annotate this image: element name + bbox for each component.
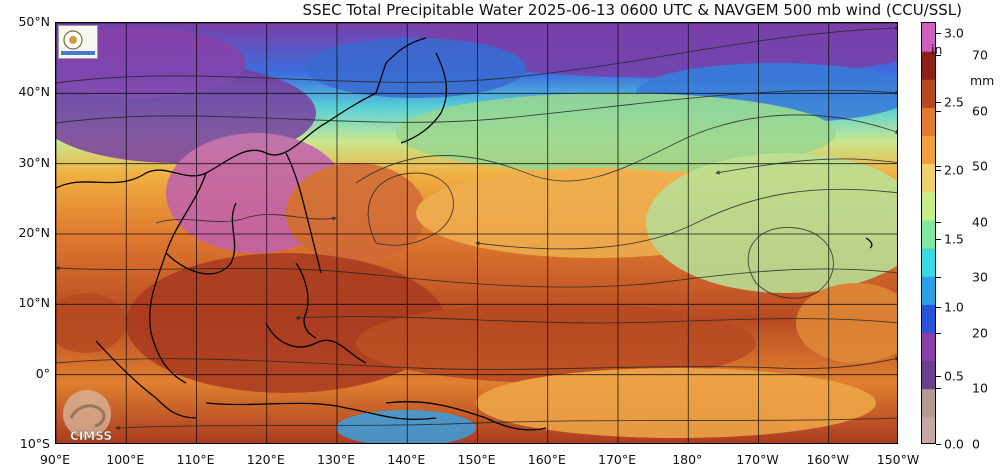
colorbar-inch-label: 2.0 [944,162,964,178]
ssec-logo [58,25,98,59]
colorbar-mm-tick [936,110,941,112]
moisture-features [56,23,897,443]
colorbar-segment [922,23,935,52]
colorbar-inch-tick [936,307,941,308]
colorbar-segment [922,304,935,333]
colorbar-inch-label: 2.5 [944,94,964,109]
cimss-logo: CIMSS [57,388,125,444]
tpw-map[interactable] [55,22,898,444]
latitude-label: 20°N [18,225,50,240]
colorbar-mm-tick [936,332,941,334]
colorbar-inch-tick [936,101,941,103]
colorbar-inch-label: 1.5 [944,231,964,246]
longitude-label: 120°E [246,452,285,467]
longitude-label: 150°E [457,452,496,467]
colorbar-unit-inches: in [931,42,943,57]
longitude-label: 110°E [176,452,215,467]
latitude-label: 0° [35,365,50,381]
colorbar-segment [922,219,935,249]
cimss-logo-text: CIMSS [70,429,112,443]
colorbar-segment [922,248,935,277]
colorbar-inch-label: 1.0 [944,299,964,315]
colorbar-inch-tick [936,238,941,240]
latitude-label: 50°N [18,14,50,29]
colorbar-segment [922,79,935,108]
colorbar-mm-tick [936,166,941,168]
wind-streamlines [56,25,897,431]
colorbar-inch-label: 3.0 [944,25,964,41]
colorbar-segment [922,107,935,137]
colorbar-inch-tick [936,170,941,171]
colorbar-segment [922,163,935,193]
colorbar-segment [922,51,935,80]
colorbar-mm-label: 50 [972,158,988,174]
latitude-label: 10°N [18,295,50,311]
longitude-label: 100°E [106,452,145,467]
colorbar-segment [922,135,935,165]
colorbar-inch-label: 0.5 [944,368,964,383]
longitude-label: 180° [672,452,703,467]
colorbar-mm-label: 0 [972,436,980,452]
colorbar-segment [922,332,935,362]
colorbar-segment [922,388,935,418]
colorbar-mm-tick [936,221,941,223]
colorbar-unit-mm: mm [970,73,995,88]
colorbar-mm-label: 20 [972,325,988,341]
lat-lon-grid [56,23,897,443]
colorbar-segment [922,276,935,305]
longitude-label: 160°W [806,452,849,467]
tpw-map-canvas [56,23,897,443]
colorbar-mm-tick [936,444,941,445]
colorbar-mm-label: 60 [972,103,988,119]
latitude-label: 10°S [19,436,50,451]
map-title: SSEC Total Precipitable Water 2025-06-13… [302,1,962,19]
colorbar-mm-label: 70 [972,47,988,63]
colorbar-inch-label: 0.0 [944,436,964,452]
precipitable-water-colorbar [921,22,936,444]
colorbar-mm-label: 30 [972,269,988,285]
colorbar-mm-tick [936,388,941,390]
colorbar-segment [922,360,935,390]
longitude-label: 160°E [527,452,566,467]
colorbar-segment [922,416,935,443]
longitude-label: 140°E [387,452,426,467]
longitude-label: 170°E [597,452,637,467]
colorbar-mm-label: 10 [972,380,988,396]
longitude-label: 150°W [876,452,920,467]
latitude-label: 30°N [18,154,50,170]
colorbar-inch-tick [936,375,941,377]
longitude-label: 170°W [736,452,779,467]
colorbar-mm-label: 40 [972,214,988,230]
colorbar-mm-tick [936,55,941,56]
longitude-label: 130°E [316,452,356,467]
latitude-label: 40°N [18,84,50,100]
longitude-label: 90°E [39,452,71,467]
colorbar-mm-tick [936,277,941,279]
colorbar-segment [922,191,935,221]
colorbar-inch-tick [936,33,941,34]
